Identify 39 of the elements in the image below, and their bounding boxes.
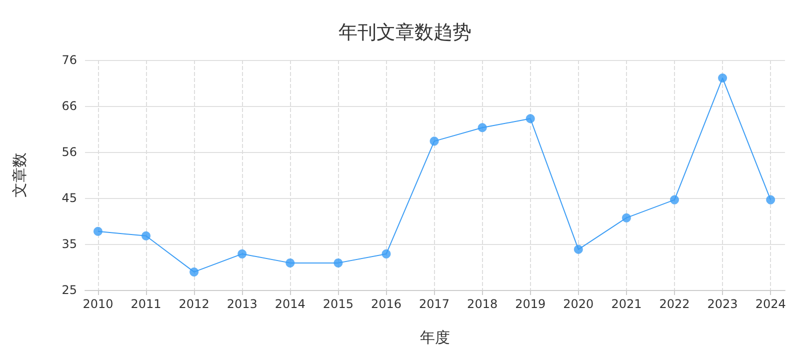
x-tick-label: 2016 bbox=[370, 297, 402, 311]
point bbox=[238, 249, 247, 258]
x-tick-label: 2024 bbox=[755, 297, 786, 311]
x-tick-label: 2022 bbox=[659, 297, 690, 311]
y-tick-label: 66 bbox=[62, 99, 77, 113]
x-tick-label: 2019 bbox=[515, 297, 546, 311]
x-axis-title: 年度 bbox=[420, 328, 450, 346]
x-tick-label: 2010 bbox=[82, 297, 114, 311]
x-tick-label: 2018 bbox=[467, 297, 498, 311]
point bbox=[334, 258, 343, 268]
x-tick-label: 2020 bbox=[563, 297, 594, 311]
point bbox=[430, 136, 439, 146]
x-tick-label: 2012 bbox=[178, 297, 210, 311]
x-tick-label: 2023 bbox=[707, 297, 738, 311]
point bbox=[670, 195, 679, 204]
y-tick-label: 45 bbox=[62, 191, 77, 205]
x-tick-label: 2017 bbox=[419, 297, 450, 311]
y-axis-title: 文章数 bbox=[10, 152, 28, 198]
point bbox=[526, 114, 535, 124]
point bbox=[718, 74, 728, 83]
point bbox=[574, 244, 583, 254]
y-tick-label: 25 bbox=[62, 283, 77, 297]
x-tick-label: 2014 bbox=[274, 297, 306, 311]
x-tick-label: 2013 bbox=[226, 297, 258, 311]
point bbox=[766, 195, 776, 204]
point bbox=[142, 231, 151, 240]
point bbox=[478, 123, 487, 132]
y-tick-label: 35 bbox=[62, 237, 77, 251]
x-tick-label: 2021 bbox=[611, 297, 642, 311]
point bbox=[93, 226, 102, 236]
y-tick-label: 76 bbox=[62, 53, 77, 67]
point bbox=[622, 213, 631, 222]
y-tick-label: 56 bbox=[62, 145, 77, 159]
x-tick-label: 2015 bbox=[322, 297, 354, 311]
point bbox=[190, 267, 199, 276]
chart-title: 年刊文章数趋势 bbox=[338, 22, 472, 44]
point bbox=[286, 258, 295, 268]
point bbox=[382, 249, 391, 258]
x-tick-label: 2011 bbox=[130, 297, 162, 311]
